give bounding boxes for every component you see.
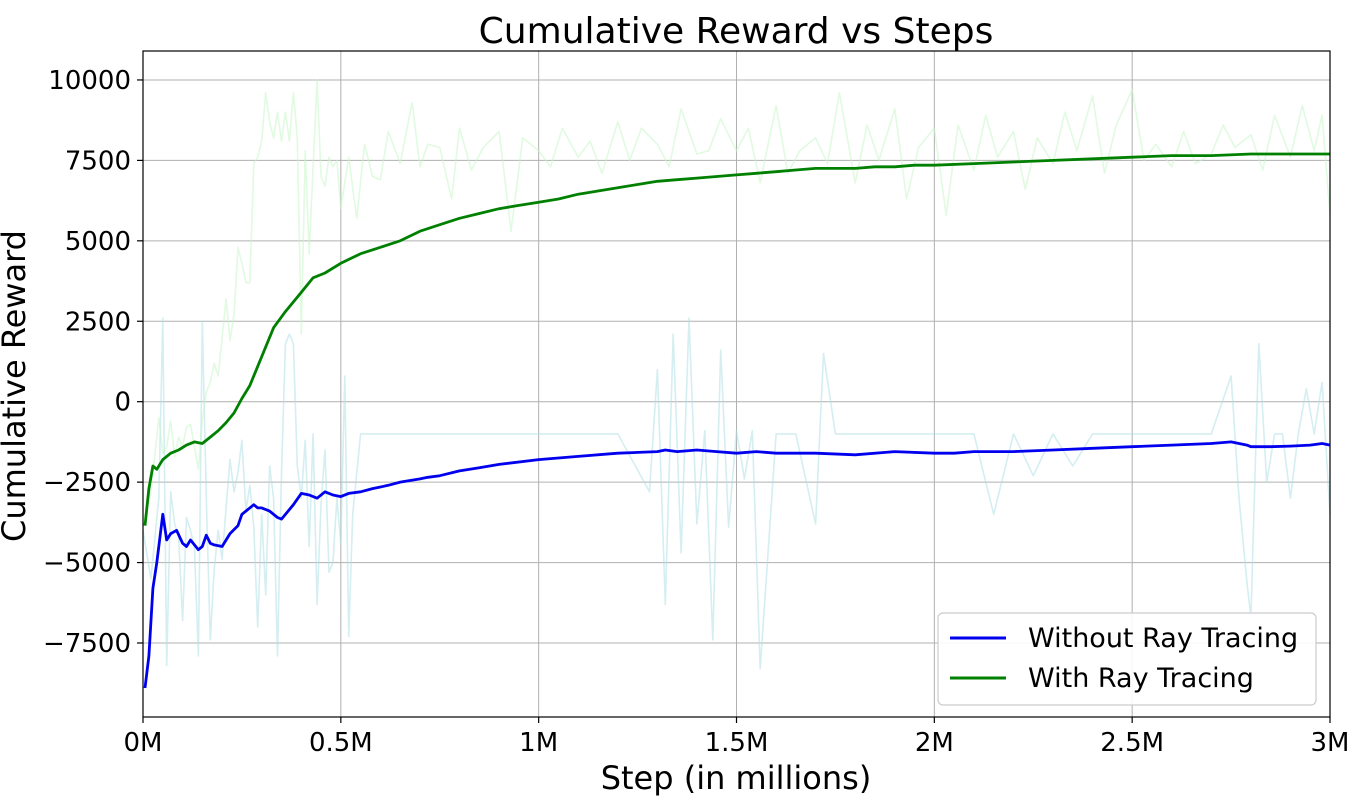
legend-label-with-ray-tracing: With Ray Tracing [1028, 663, 1254, 694]
y-tick-label: −5000 [43, 549, 131, 579]
x-tick-label: 0.5M [309, 728, 373, 758]
y-axis-ticks: −7500 −5000 −2500 0 2500 5000 7500 10000 [43, 66, 143, 659]
x-tick-label: 0M [124, 728, 163, 758]
y-axis-label: Cumulative Reward [0, 230, 33, 542]
x-tick-label: 2M [915, 728, 954, 758]
y-tick-label: 5000 [65, 227, 131, 257]
raw-series-line-without-ray-tracing [142, 317, 1331, 670]
x-tick-label: 1.5M [705, 728, 769, 758]
legend-box [937, 612, 1317, 706]
raw-series-layer [142, 79, 1331, 670]
chart-title: Cumulative Reward vs Steps [479, 11, 994, 52]
x-tick-label: 3M [1311, 728, 1350, 758]
raw-series-line-with-ray-tracing [142, 79, 1331, 525]
smoothed-series-layer [143, 152, 1331, 689]
y-tick-label: −7500 [43, 629, 131, 659]
x-axis-ticks: 0M 0.5M 1M 1.5M 2M 2.5M 3M [124, 717, 1350, 758]
series-line-with-ray-tracing [143, 152, 1330, 526]
x-axis-label: Step (in millions) [601, 759, 872, 797]
y-tick-label: 7500 [65, 146, 131, 176]
y-tick-label: 10000 [48, 66, 131, 96]
y-tick-label: −2500 [43, 468, 131, 498]
x-tick-label: 2.5M [1100, 728, 1164, 758]
grid [142, 51, 1331, 717]
series-line-without-ray-tracing [143, 440, 1331, 689]
y-tick-label: 0 [114, 388, 131, 418]
legend-label-without-ray-tracing: Without Ray Tracing [1028, 623, 1298, 654]
x-tick-label: 1M [519, 728, 558, 758]
y-tick-label: 2500 [65, 307, 131, 337]
legend: Without Ray Tracing With Ray Tracing [937, 612, 1317, 706]
